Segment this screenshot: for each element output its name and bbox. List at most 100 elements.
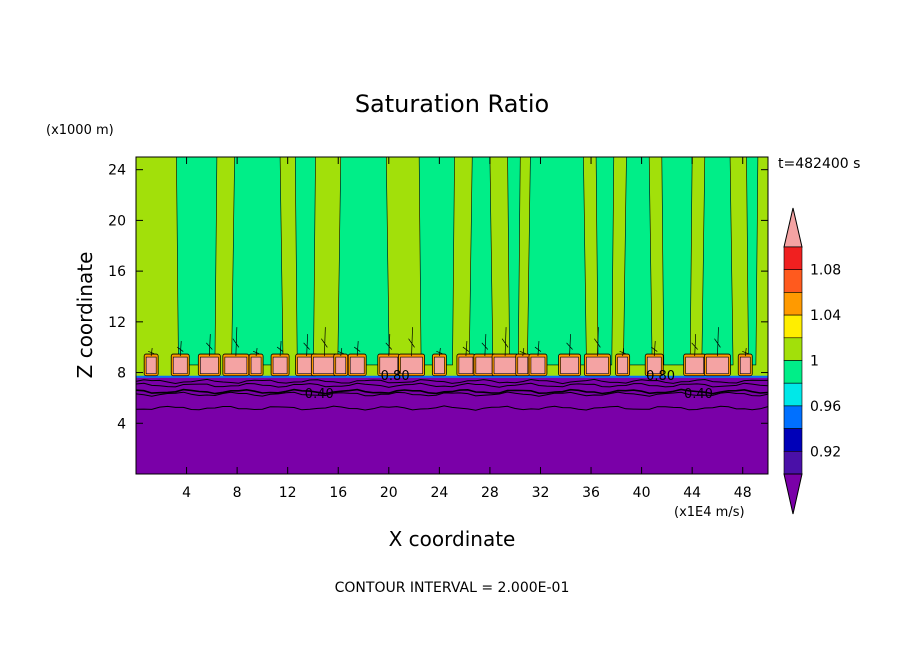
y-axis-label: Z coordinate <box>73 252 97 379</box>
contour-fragment <box>619 348 626 357</box>
x-tick-label: 20 <box>380 485 398 501</box>
supersaturated-cell <box>200 356 219 375</box>
supersaturated-cell <box>586 356 609 375</box>
contour-fragment <box>462 341 470 357</box>
contour-fragment <box>206 334 213 357</box>
y-tick-label: 20 <box>108 213 126 229</box>
contour-fragment <box>252 348 260 357</box>
supersaturated-cell <box>434 356 445 375</box>
subsaturated-band <box>527 157 587 366</box>
subsaturated-band <box>507 157 521 366</box>
contour-line <box>136 382 768 388</box>
contour-value-label: 0.80 <box>646 369 675 384</box>
colorbar-swatch <box>783 337 803 361</box>
contour-fragment <box>566 334 573 357</box>
subsaturated-band <box>746 157 759 366</box>
y-tick-label: 12 <box>108 315 126 331</box>
x-tick-label: 36 <box>582 485 600 501</box>
supersaturated-cell <box>335 356 347 375</box>
supersaturated-cell <box>475 356 495 375</box>
y-tick-label: 8 <box>117 366 126 382</box>
supersaturated-cell <box>646 356 662 375</box>
supersaturated-cell <box>250 356 262 375</box>
contour-interval-footer: CONTOUR INTERVAL = 2.000E-01 <box>335 580 570 596</box>
contour-fragment <box>232 327 240 357</box>
contour-fragment <box>651 341 658 357</box>
supersaturated-cell <box>560 356 579 375</box>
supersaturated-cell <box>145 356 157 375</box>
contour-fragment <box>408 327 415 357</box>
supersaturated-cell <box>706 356 729 375</box>
transition-layer <box>136 375 768 378</box>
x-tick-label: 28 <box>481 485 499 501</box>
contour-line <box>136 378 768 385</box>
supersaturated-cell <box>349 356 365 375</box>
supersaturated-cell <box>517 356 529 375</box>
colorbar-swatch <box>783 360 803 384</box>
contour-fragment <box>337 348 344 357</box>
contour-fragment <box>691 334 698 357</box>
colorbar-swatch <box>783 428 803 452</box>
colorbar-swatch <box>783 314 803 339</box>
plot-frame <box>135 156 769 475</box>
chart-title: Saturation Ratio <box>355 90 549 118</box>
contour-fragment <box>594 327 601 357</box>
subsaturated-band <box>595 157 615 366</box>
contour-fragment <box>353 341 361 357</box>
contour-fragment <box>501 327 509 357</box>
colorbar-tick-label: 0.92 <box>810 444 841 460</box>
subsaturated-band <box>468 157 494 366</box>
supersaturated-cell <box>739 356 751 375</box>
contour-fragment <box>714 327 721 357</box>
supersaturated-cell <box>379 356 399 375</box>
colorbar-under-arrow <box>783 473 803 515</box>
supersaturated-cell <box>617 356 628 375</box>
supersaturated-cell <box>530 356 546 375</box>
contour-fragment <box>436 348 443 357</box>
x-axis: 4 8 12 16 20 24 28 32 36 40 44 48 <box>182 157 752 501</box>
colorbar-swatch <box>783 292 803 316</box>
contour-value-label: 0.40 <box>305 387 334 402</box>
supersaturated-cell <box>400 356 423 375</box>
colorbar-swatch <box>783 450 803 475</box>
y-unit-label: (x1000 m) <box>46 123 114 138</box>
contour-fragment <box>276 341 284 357</box>
y-tick-label: 24 <box>108 163 126 179</box>
contour-fragment <box>177 341 184 357</box>
subsaturated-band <box>661 157 693 366</box>
supersaturated-cell <box>458 356 474 375</box>
colorbar-tick-label: 1.08 <box>810 263 841 279</box>
subsaturated-band <box>418 157 455 366</box>
contour-fragment <box>303 334 310 357</box>
colorbar-swatch <box>783 269 803 293</box>
x-tick-label: 4 <box>182 485 191 501</box>
x-unit-label: (x1E4 m/s) <box>674 505 745 520</box>
x-tick-label: 8 <box>233 485 242 501</box>
subsaturated-band <box>294 157 316 366</box>
x-tick-label: 48 <box>734 485 752 501</box>
contour-fragment <box>534 341 542 357</box>
contour-fragment <box>385 334 393 357</box>
contour-line <box>136 388 768 395</box>
x-axis-label: X coordinate <box>389 527 516 551</box>
contour-line <box>136 391 768 397</box>
supersaturated-cell <box>224 356 248 375</box>
contour-fragment <box>481 334 489 357</box>
colorbar-tick-label: 0.96 <box>810 399 841 415</box>
plot-area: 0.40 0.80 0.80 0.40 <box>136 157 768 474</box>
contour-fragment <box>742 348 749 357</box>
contour-fragment <box>321 327 328 357</box>
supersaturated-cell <box>493 356 517 375</box>
colorbar-swatch <box>783 246 803 271</box>
contour-fragment <box>519 348 526 357</box>
contour-value-label: 0.40 <box>684 387 713 402</box>
x-tick-label: 32 <box>532 485 550 501</box>
subsaturated-band <box>701 157 734 366</box>
x-tick-label: 24 <box>430 485 448 501</box>
x-tick-label: 40 <box>633 485 651 501</box>
supersaturated-cell <box>172 356 188 375</box>
supersaturated-cell <box>272 356 288 375</box>
supersaturated-cell <box>313 356 336 375</box>
subsaturated-band <box>176 157 218 366</box>
